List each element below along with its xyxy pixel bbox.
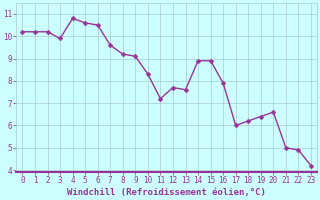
X-axis label: Windchill (Refroidissement éolien,°C): Windchill (Refroidissement éolien,°C) [67,188,266,197]
